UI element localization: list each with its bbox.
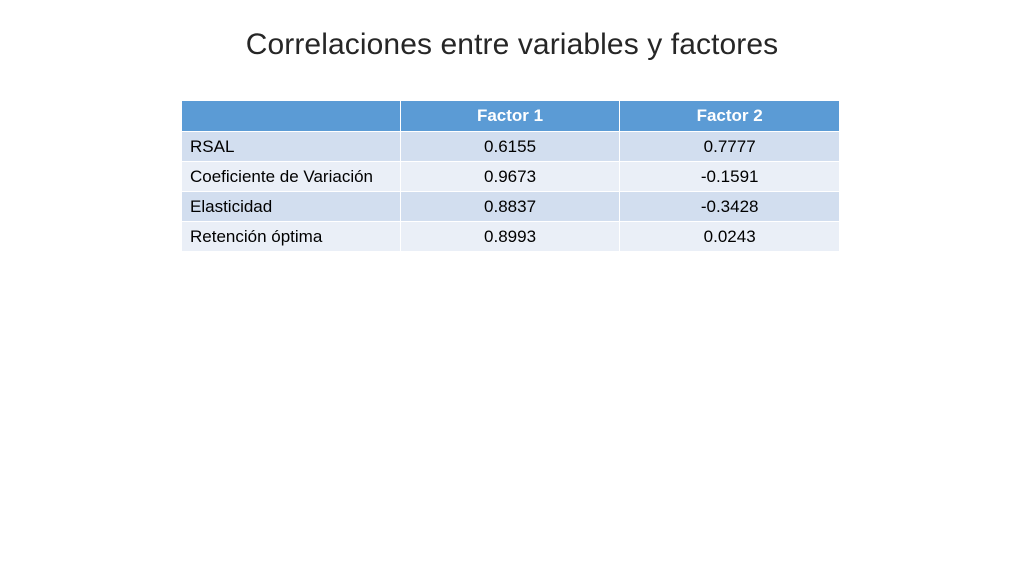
cell-factor2: -0.3428 bbox=[619, 191, 840, 222]
cell-variable: Elasticidad bbox=[181, 191, 401, 222]
table-row: RSAL 0.6155 0.7777 bbox=[181, 131, 840, 162]
cell-variable: Coeficiente de Variación bbox=[181, 161, 401, 192]
cell-variable: Retención óptima bbox=[181, 221, 401, 252]
slide-title: Correlaciones entre variables y factores bbox=[245, 28, 779, 61]
header-cell-variable bbox=[181, 100, 401, 132]
correlation-table: Factor 1 Factor 2 RSAL 0.6155 0.7777 Coe… bbox=[181, 100, 840, 252]
cell-factor2: 0.0243 bbox=[619, 221, 840, 252]
cell-factor2: -0.1591 bbox=[619, 161, 840, 192]
cell-factor1: 0.8837 bbox=[399, 191, 621, 222]
cell-factor1: 0.9673 bbox=[399, 161, 621, 192]
table-header: Factor 1 Factor 2 bbox=[181, 100, 840, 132]
cell-variable: RSAL bbox=[181, 131, 401, 162]
table-body: RSAL 0.6155 0.7777 Coeficiente de Variac… bbox=[181, 131, 840, 252]
header-cell-factor1: Factor 1 bbox=[399, 100, 621, 132]
cell-factor1: 0.8993 bbox=[399, 221, 621, 252]
table-row: Elasticidad 0.8837 -0.3428 bbox=[181, 191, 840, 222]
header-row: Factor 1 Factor 2 bbox=[181, 100, 840, 132]
cell-factor1: 0.6155 bbox=[399, 131, 621, 162]
table-row: Coeficiente de Variación 0.9673 -0.1591 bbox=[181, 161, 840, 192]
header-cell-factor2: Factor 2 bbox=[619, 100, 840, 132]
table-row: Retención óptima 0.8993 0.0243 bbox=[181, 221, 840, 252]
cell-factor2: 0.7777 bbox=[619, 131, 840, 162]
